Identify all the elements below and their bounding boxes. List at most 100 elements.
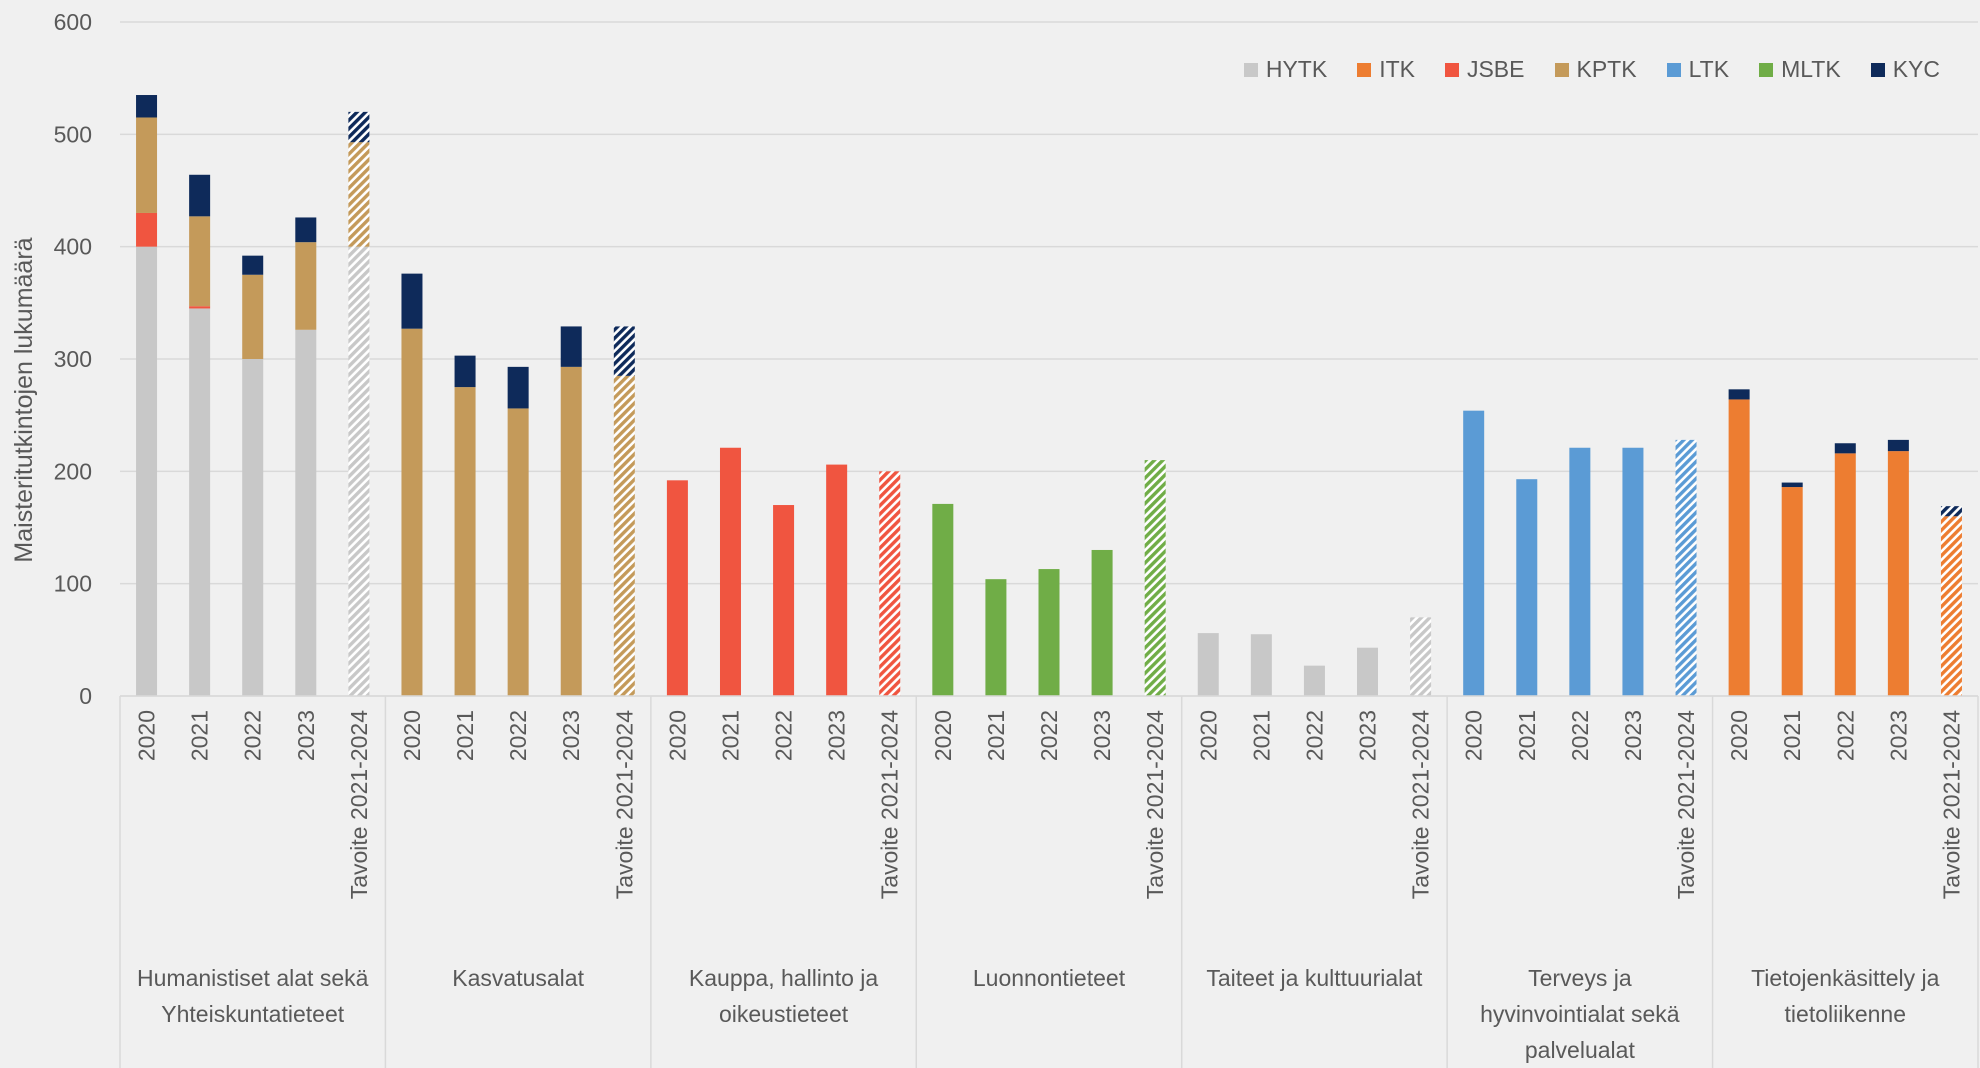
bar-segment — [879, 471, 901, 696]
bar-segment — [454, 387, 476, 696]
x-tick-label: 2023 — [1355, 710, 1381, 761]
x-tick-label: Tavoite 2021-2024 — [346, 710, 372, 899]
x-tick-label: Tavoite 2021-2024 — [1673, 710, 1699, 899]
bar-segment — [348, 142, 370, 247]
x-tick-label: 2020 — [1726, 710, 1752, 761]
y-tick-label: 300 — [54, 346, 92, 372]
x-tick-label: 2022 — [240, 710, 266, 761]
legend-label: JSBE — [1466, 56, 1525, 82]
y-tick-label: 100 — [54, 571, 92, 597]
bar-segment — [1781, 487, 1803, 696]
x-tick-label: 2020 — [399, 710, 425, 761]
x-tick-label: Tavoite 2021-2024 — [877, 710, 903, 899]
x-tick-label: 2020 — [930, 710, 956, 761]
bar-segment — [1728, 399, 1750, 696]
y-tick-label: 500 — [54, 121, 92, 147]
bar-segment — [1834, 443, 1856, 454]
x-tick-label: 2023 — [1620, 710, 1646, 761]
bar-segment — [295, 329, 317, 696]
bar-segment — [1197, 633, 1219, 696]
x-tick-label: Tavoite 2021-2024 — [1408, 710, 1434, 899]
x-tick-label: 2023 — [824, 710, 850, 761]
bar-segment — [401, 273, 423, 329]
bar-segment — [189, 306, 211, 309]
y-axis-label: Maisteritutkintojen lukumäärä — [10, 237, 38, 562]
legend-item: JSBE — [1444, 56, 1525, 83]
bar-segment — [1940, 516, 1962, 696]
x-tick-label: Tavoite 2021-2024 — [1938, 710, 1964, 899]
group-label: Kasvatusalat — [452, 965, 584, 991]
x-tick-label: 2021 — [1248, 710, 1274, 761]
x-tick-label: 2021 — [1779, 710, 1805, 761]
legend-label: MLTK — [1781, 56, 1841, 82]
bar-segment — [454, 355, 476, 388]
bar-segment — [507, 366, 529, 409]
legend-swatch — [1554, 62, 1569, 77]
legend-swatch — [1357, 62, 1372, 77]
bar-segment — [348, 111, 370, 143]
bar-segment — [826, 464, 848, 696]
x-tick-label: 2020 — [1461, 710, 1487, 761]
group-label: Terveys ja hyvinvointialat sekä palvelua… — [1480, 965, 1680, 1063]
x-tick-label: 2020 — [664, 710, 690, 761]
x-tick-label: 2023 — [1885, 710, 1911, 761]
bar-segment — [1728, 389, 1750, 400]
bar-segment — [773, 505, 795, 696]
bar-segment — [1516, 479, 1538, 696]
legend-item: HYTK — [1243, 56, 1328, 83]
bar-segment — [136, 117, 158, 213]
bar-segment — [1038, 569, 1060, 696]
group-label: Taiteet ja kulttuurialat — [1206, 965, 1423, 991]
bar-segment — [401, 328, 423, 696]
bar-segment — [1940, 506, 1962, 517]
bar-segment — [932, 503, 954, 696]
legend-label: ITK — [1379, 56, 1415, 82]
x-tick-label: 2021 — [452, 710, 478, 761]
legend: HYTK ITK JSBE KPTK LTK MLTK KYC — [1243, 56, 1940, 83]
group-label: Humanistiset alat sekä Yhteiskuntatietee… — [137, 965, 369, 1027]
bar-segment — [242, 274, 264, 359]
legend-swatch — [1666, 62, 1681, 77]
bar-segment — [1781, 482, 1803, 488]
bar-segment — [295, 242, 317, 330]
x-tick-label: 2020 — [1195, 710, 1221, 761]
legend-swatch — [1243, 62, 1258, 77]
y-tick-label: 0 — [79, 683, 92, 709]
bar-segment — [136, 95, 158, 118]
bar-segment — [1834, 453, 1856, 696]
legend-label: LTK — [1688, 56, 1730, 82]
bar-segment — [1887, 439, 1909, 452]
bar-segment — [613, 375, 635, 696]
y-tick-label: 600 — [54, 9, 92, 35]
x-tick-label: 2021 — [717, 710, 743, 761]
bar-segment — [136, 246, 158, 696]
bar-segment — [242, 359, 264, 696]
bar-segment — [1463, 410, 1485, 696]
legend-item: KPTK — [1554, 56, 1637, 83]
legend-item: KYC — [1870, 56, 1940, 83]
legend-label: HYTK — [1265, 56, 1328, 82]
bar-segment — [560, 326, 582, 367]
group-label: Kauppa, hallinto ja oikeustieteet — [688, 965, 879, 1027]
x-tick-label: 2021 — [187, 710, 213, 761]
x-tick-label: 2022 — [771, 710, 797, 761]
x-tick-label: 2023 — [1089, 710, 1115, 761]
bar-segment — [507, 408, 529, 696]
legend-label: KPTK — [1576, 56, 1637, 82]
bar-segment — [242, 255, 264, 275]
x-tick-label: 2022 — [1301, 710, 1327, 761]
bar-segment — [348, 246, 370, 696]
bar-segment — [560, 366, 582, 696]
x-tick-label: 2023 — [293, 710, 319, 761]
x-tick-label: 2023 — [558, 710, 584, 761]
bar-segment — [295, 217, 317, 243]
bar-segment — [1569, 447, 1591, 696]
x-tick-label: Tavoite 2021-2024 — [1142, 710, 1168, 899]
bar-segment — [136, 212, 158, 247]
x-tick-label: 2022 — [1567, 710, 1593, 761]
bar-segment — [189, 216, 211, 307]
bar-segment — [1357, 647, 1379, 696]
y-tick-label: 400 — [54, 234, 92, 260]
x-tick-label: 2021 — [983, 710, 1009, 761]
bar-segment — [1675, 439, 1697, 696]
